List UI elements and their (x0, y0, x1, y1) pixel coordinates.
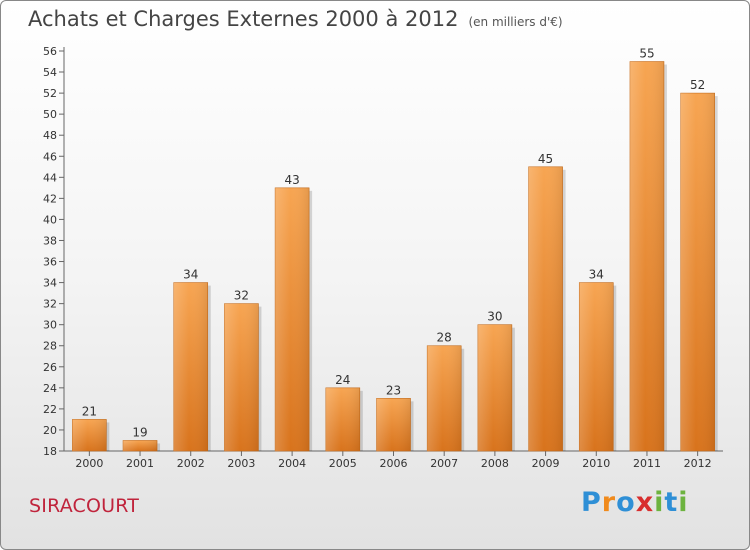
logo-letter: P (581, 487, 602, 518)
bar-shine (325, 387, 360, 451)
x-tick-label: 2003 (227, 457, 255, 470)
y-tick-label: 52 (43, 87, 57, 100)
labels: 21 2000 19 2001 34 2002 32 2003 43 2004 24 2005 23 20… (75, 47, 711, 470)
bar-shine (72, 419, 107, 451)
logo-letter: o (616, 487, 636, 518)
proxiti-logo: Proxiti (581, 487, 689, 518)
bar-value-label: 45 (538, 152, 553, 166)
bar-value-label: 43 (284, 173, 299, 187)
y-tick-label: 56 (43, 45, 57, 58)
logo-letter: r (601, 487, 617, 518)
logo-letter: i (654, 487, 665, 518)
x-tick-label: 2008 (481, 457, 509, 470)
bar-shine (477, 324, 512, 451)
y-tick-label: 28 (43, 340, 57, 353)
bar-value-label: 19 (132, 425, 147, 439)
chart-subtitle: (en milliers d'€) (468, 15, 563, 29)
y-tick-label: 30 (43, 319, 57, 332)
commune-name: SIRACOURT (29, 495, 140, 517)
bar-shine (629, 61, 664, 452)
y-tick-label: 46 (43, 150, 57, 163)
x-tick-label: 2005 (329, 457, 357, 470)
x-tick-label: 2002 (177, 457, 205, 470)
y-tick-label: 44 (43, 171, 57, 184)
bar-shine (427, 345, 462, 451)
y-tick-label: 48 (43, 129, 57, 142)
bar-value-label: 32 (234, 289, 249, 303)
x-tick-label: 2011 (633, 457, 661, 470)
x-tick-label: 2000 (75, 457, 103, 470)
y-tick-label: 26 (43, 361, 57, 374)
bar-value-label: 52 (690, 78, 705, 92)
bar-shine (528, 166, 563, 451)
bar-shine (376, 398, 411, 451)
bar-value-label: 55 (639, 47, 654, 61)
title-text: Achats et Charges Externes 2000 à 2012 (28, 7, 459, 31)
x-tick-label: 2010 (582, 457, 610, 470)
y-tick-label: 36 (43, 256, 57, 269)
bars (72, 61, 718, 452)
x-tick-label: 2006 (380, 457, 408, 470)
bar-value-label: 24 (335, 373, 350, 387)
bar-value-label: 34 (589, 268, 604, 282)
chart-title: Achats et Charges Externes 2000 à 2012 (e… (28, 7, 563, 31)
x-tick-label: 2009 (532, 457, 560, 470)
y-tick-label: 20 (43, 424, 57, 437)
y-tick-label: 32 (43, 298, 57, 311)
y-tick-label: 50 (43, 108, 57, 121)
bar-value-label: 30 (487, 310, 502, 324)
bar-value-label: 34 (183, 268, 198, 282)
bar-value-label: 23 (386, 383, 401, 397)
y-tick-label: 24 (43, 382, 57, 395)
y-tick-label: 42 (43, 192, 57, 205)
axes: 18 20 22 24 26 28 30 32 34 36 38 40 42 44 46 48 50 52 54 56 (43, 45, 723, 458)
bar-shine (123, 440, 158, 451)
x-tick-label: 2007 (430, 457, 458, 470)
bar-value-label: 28 (437, 331, 452, 345)
bar-shine (173, 282, 208, 451)
y-tick-label: 34 (43, 277, 57, 290)
bar-shine (579, 282, 614, 451)
bar-shine (224, 303, 259, 451)
logo-letter: x (635, 487, 655, 518)
x-tick-label: 2012 (684, 457, 712, 470)
y-tick-label: 18 (43, 445, 57, 458)
y-tick-label: 38 (43, 234, 57, 247)
logo-letter: i (678, 487, 689, 518)
y-tick-label: 54 (43, 66, 57, 79)
y-tick-label: 40 (43, 213, 57, 226)
bar-shine (680, 93, 715, 452)
logo-letter: t (664, 487, 679, 518)
y-tick-label: 22 (43, 403, 57, 416)
x-tick-label: 2001 (126, 457, 154, 470)
x-tick-label: 2004 (278, 457, 306, 470)
bar-shine (275, 187, 310, 451)
bar-value-label: 21 (82, 404, 97, 418)
